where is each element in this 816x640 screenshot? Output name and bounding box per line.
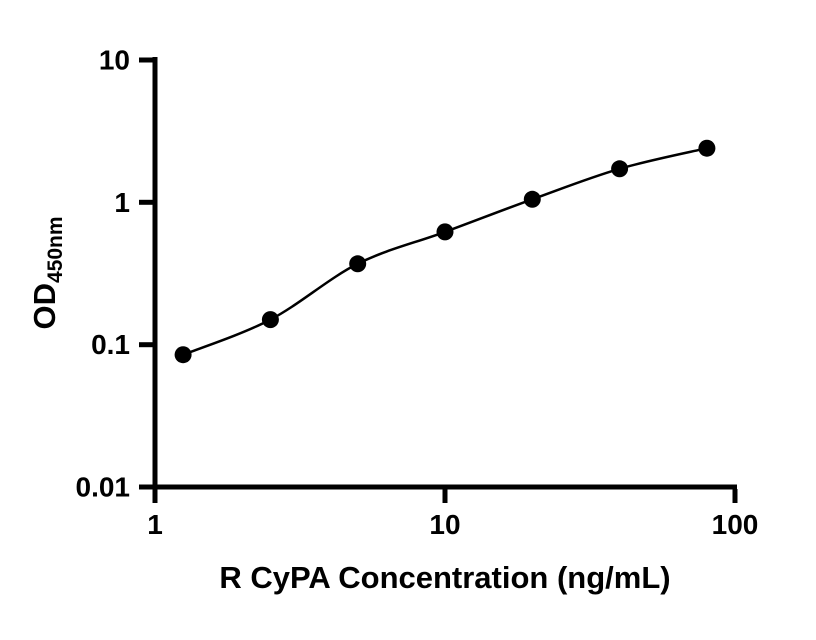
y-tick-label: 1: [114, 187, 130, 218]
data-point: [261, 311, 279, 329]
chart-layer: 0.01 0.1 1 10 1 10 100: [76, 45, 759, 541]
axis-frame: [152, 57, 737, 490]
fit-curve: [182, 146, 708, 356]
x-tick-label: 1: [147, 509, 163, 540]
data-point: [349, 255, 367, 273]
y-axis-title-sub: 450nm: [44, 216, 67, 283]
y-axis-title-main: OD: [27, 283, 62, 330]
y-axis-title: OD450nm: [27, 216, 67, 329]
data-point: [698, 139, 716, 157]
x-axis-title: R CyPA Concentration (ng/mL): [219, 560, 670, 595]
x-tick-label: 100: [712, 509, 759, 540]
x-tick-label: 10: [429, 509, 460, 540]
y-tick-label: 0.1: [91, 329, 130, 360]
y-tick-label: 10: [99, 45, 130, 76]
data-point: [174, 346, 192, 364]
data-point: [523, 190, 541, 208]
data-point: [611, 160, 629, 178]
y-tick-label: 0.01: [76, 472, 131, 503]
data-point: [436, 223, 454, 241]
